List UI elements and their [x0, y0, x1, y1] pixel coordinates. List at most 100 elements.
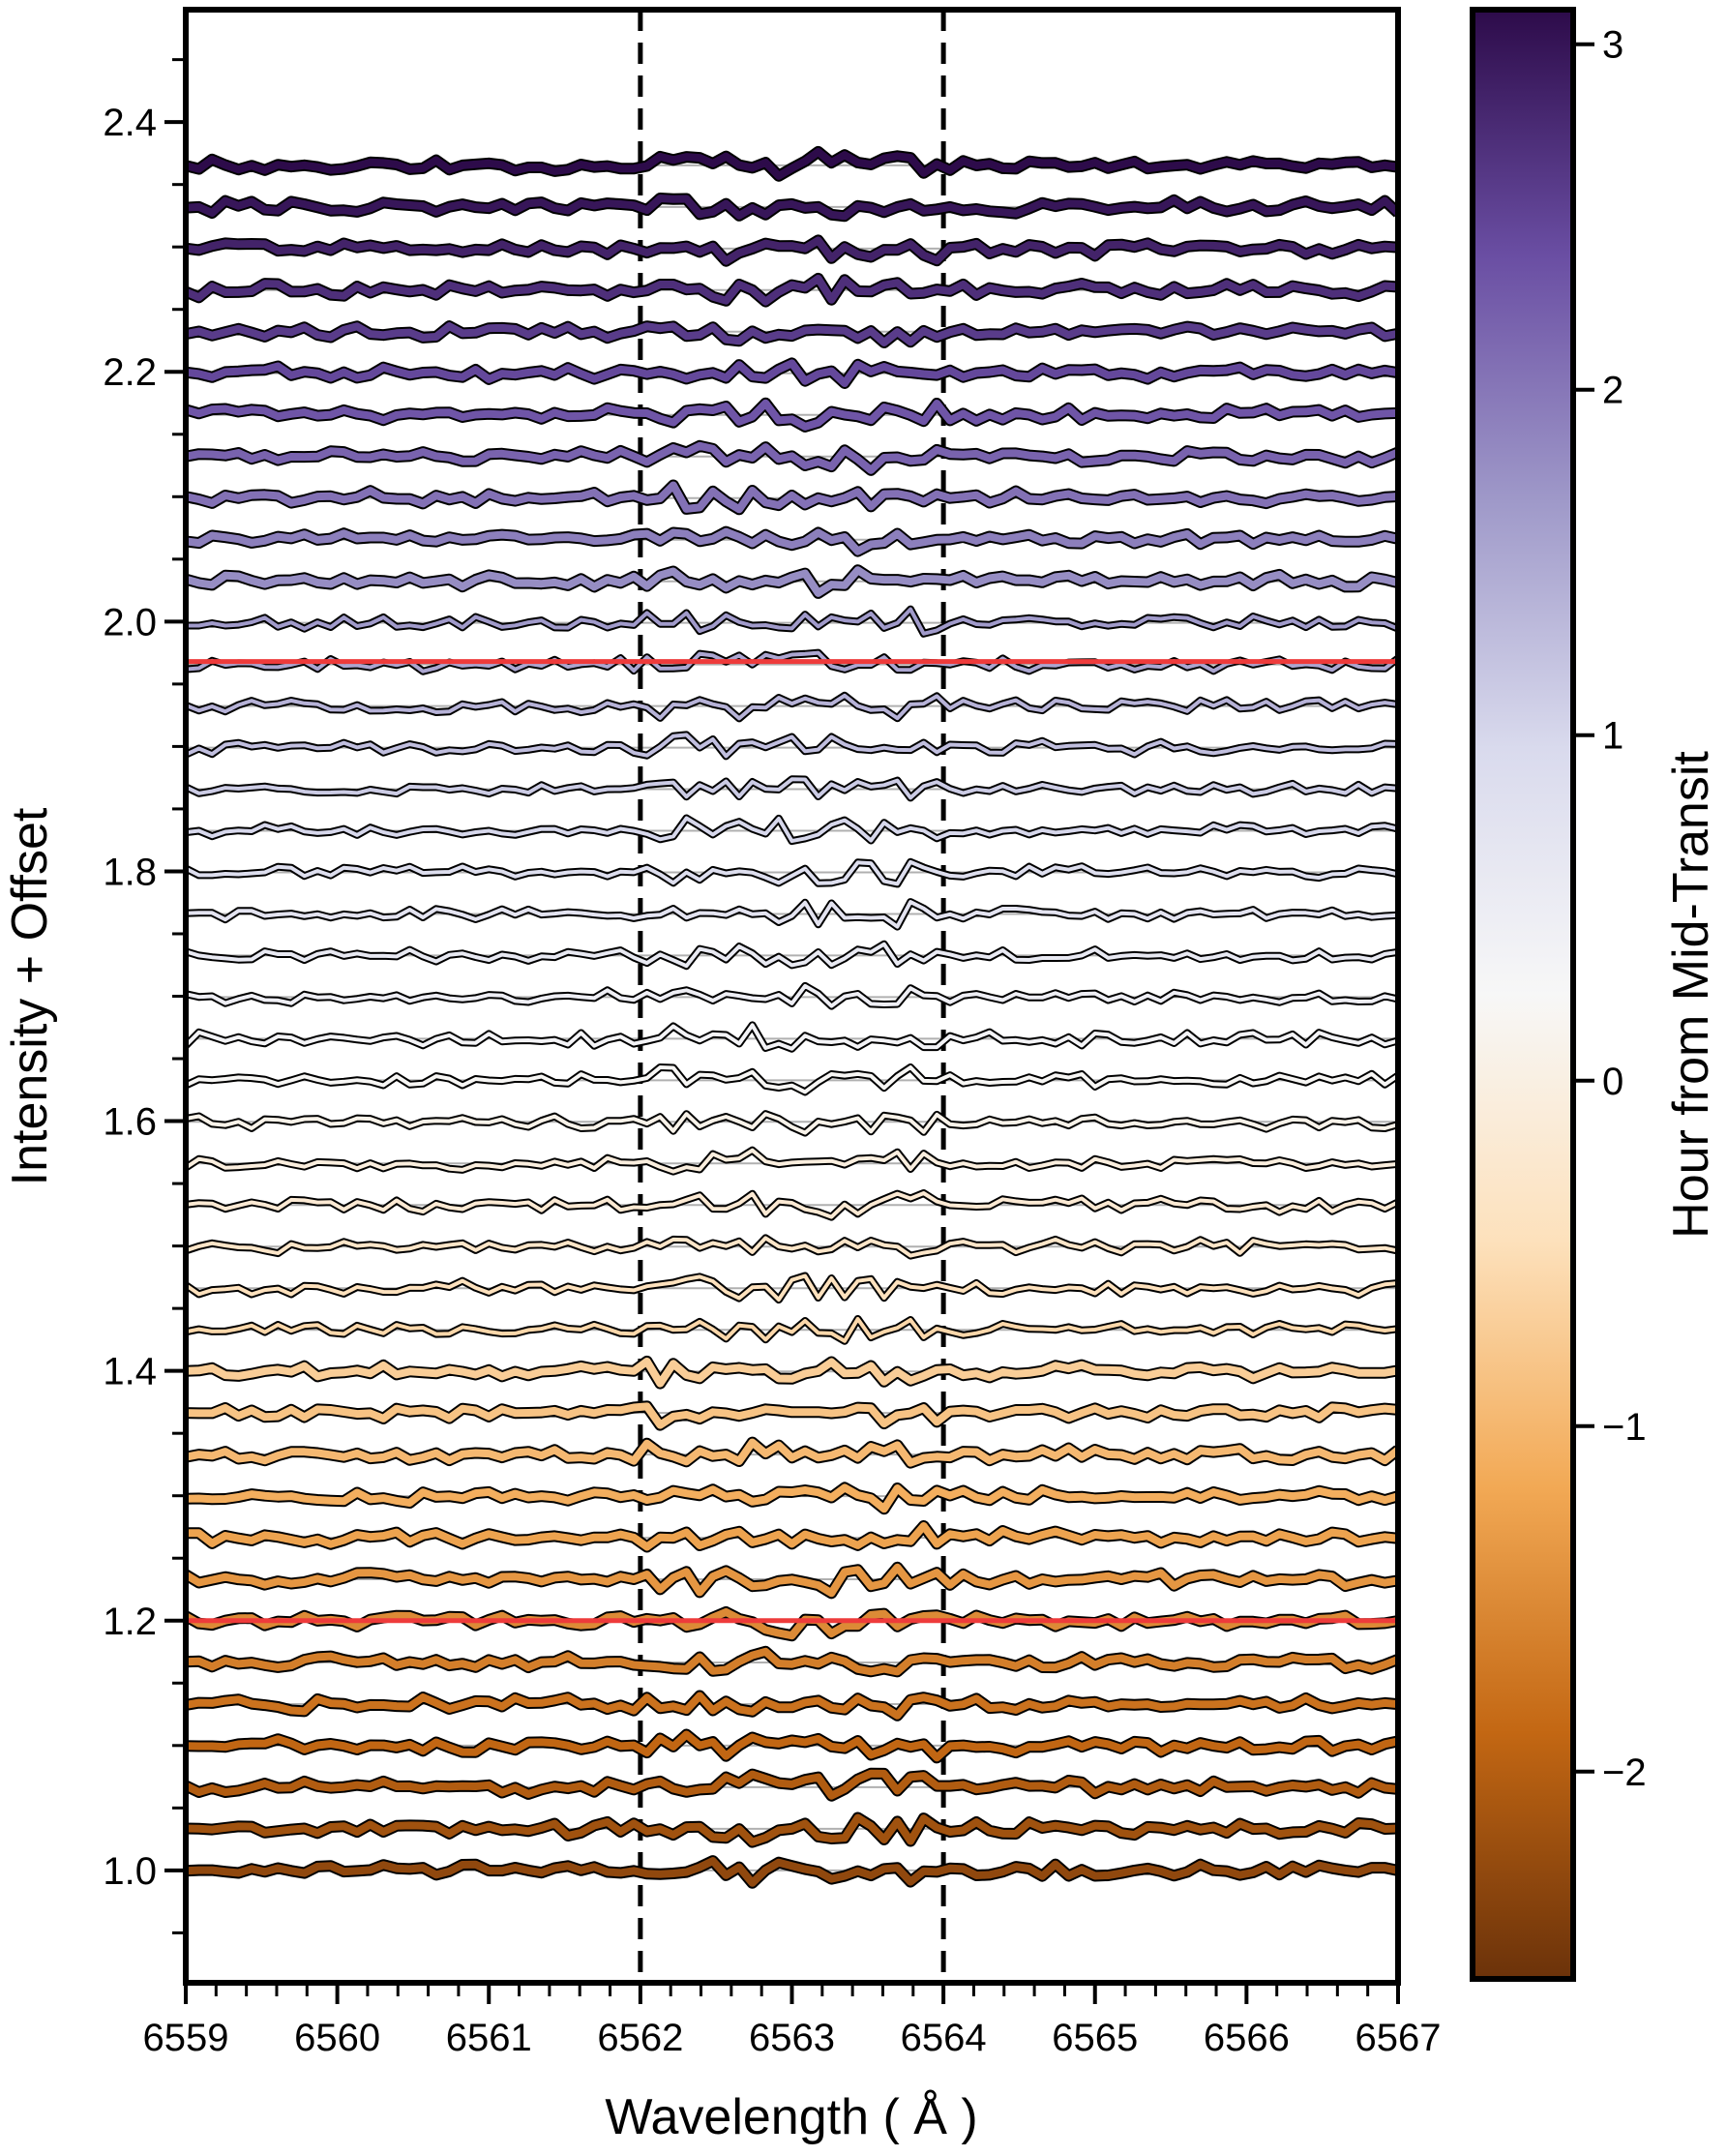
spectrum-series — [186, 1728, 1398, 1764]
colorbar-tick-label: 3 — [1602, 24, 1623, 67]
spectrum-line — [186, 1692, 1398, 1720]
y-tick-label: 1.8 — [103, 851, 157, 893]
spectrum-series — [186, 1063, 1398, 1096]
y-tick-label: 2.4 — [103, 102, 157, 144]
colorbar-tick-label: 0 — [1602, 1061, 1623, 1103]
spectrum-line — [186, 1357, 1398, 1388]
spectrum-series — [186, 1110, 1398, 1137]
spectrum-series — [186, 857, 1398, 888]
spectrum-series — [186, 1315, 1398, 1345]
colorbar-tick-label: 2 — [1602, 370, 1623, 412]
spectrum-line — [186, 1647, 1398, 1676]
spectrum-line — [186, 1730, 1398, 1762]
x-tick-label: 6561 — [446, 2017, 532, 2059]
spectrum-series — [186, 605, 1398, 638]
spectrum-line — [186, 1273, 1398, 1303]
x-tick-label: 6567 — [1355, 2017, 1442, 2059]
spectrum-line — [186, 566, 1398, 597]
spectra-series — [186, 145, 1398, 1889]
spectrum-series — [186, 775, 1398, 802]
x-tick-label: 6564 — [901, 2017, 987, 2059]
spectrum-series — [186, 234, 1398, 267]
spectrum-series — [186, 525, 1398, 557]
spectrum-line — [186, 1065, 1398, 1094]
spectrum-line — [186, 527, 1398, 555]
x-axis-ticks: 6559 6560 6561 6562 6563 6564 6565 6566 6567 — [143, 1983, 1442, 2059]
x-tick-label: 6559 — [143, 2017, 229, 2059]
spectrum-series — [186, 564, 1398, 599]
spectrum-series — [186, 145, 1398, 182]
y-tick-label: 1.0 — [103, 1850, 157, 1893]
y-tick-label: 1.2 — [103, 1601, 157, 1643]
spectrum-series — [186, 272, 1398, 308]
spectrum-line — [186, 607, 1398, 636]
spectrum-line — [186, 274, 1398, 306]
spectrum-line — [186, 1317, 1398, 1343]
spectrum-outline — [186, 1021, 1398, 1053]
spectrum-line — [186, 1112, 1398, 1135]
y-axis-ticks: 1.0 1.2 1.4 1.6 1.8 2.0 2.2 2.4 — [103, 58, 186, 1934]
spectrum-line — [186, 1402, 1398, 1429]
x-tick-label: 6565 — [1052, 2017, 1138, 2059]
spectrum-series — [186, 397, 1398, 433]
colorbar-tick-label: −1 — [1602, 1406, 1647, 1449]
colorbar-tick-label: 1 — [1602, 715, 1623, 758]
spectrum-series — [186, 1355, 1398, 1390]
spectrum-line — [186, 322, 1398, 346]
spectrum-series — [186, 691, 1398, 723]
spectrum-line — [186, 1236, 1398, 1258]
spectrum-outline — [186, 691, 1398, 723]
x-axis-label: Wavelength ( Å ) — [605, 2089, 977, 2145]
spectrum-series — [186, 320, 1398, 348]
spectrum-line — [186, 777, 1398, 800]
y-axis-label: Intensity + Offset — [2, 807, 58, 1185]
spectrum-line — [186, 816, 1398, 844]
spectrum-series — [186, 193, 1398, 223]
spectrum-line — [186, 1438, 1398, 1467]
spectrum-series — [186, 1645, 1398, 1678]
x-tick-label: 6562 — [597, 2017, 683, 2059]
spectrum-series — [186, 1605, 1398, 1642]
spectrum-line — [186, 859, 1398, 886]
y-tick-label: 2.2 — [103, 351, 157, 394]
spectrum-series — [186, 1021, 1398, 1053]
spectrum-line — [186, 399, 1398, 431]
spectrum-series — [186, 1520, 1398, 1553]
spectrum-line — [186, 900, 1398, 929]
y-tick-label: 1.4 — [103, 1351, 157, 1393]
spectrum-series — [186, 1855, 1398, 1889]
spectrum-line — [186, 1813, 1398, 1846]
spectrum-line — [186, 236, 1398, 265]
spectrum-series — [186, 1767, 1398, 1802]
colorbar-label: Hour from Mid-Transit — [1663, 751, 1719, 1239]
spectrum-series — [186, 1690, 1398, 1722]
spectrum-series — [186, 898, 1398, 931]
spectrum-line — [186, 359, 1398, 387]
spectrum-series — [186, 1400, 1398, 1431]
red-reference-lines — [186, 659, 1398, 1624]
spectrum-series — [186, 1189, 1398, 1221]
spectrum-series — [186, 439, 1398, 476]
spectrum-line — [186, 1522, 1398, 1551]
spectrum-series — [186, 1436, 1398, 1469]
spectrum-line — [186, 441, 1398, 474]
spectrum-line — [186, 1023, 1398, 1051]
spectrum-line — [186, 1148, 1398, 1174]
spectrum-series — [186, 1234, 1398, 1260]
colorbar-ticks: −2 −1 0 1 2 3 — [1573, 24, 1647, 1794]
spectrum-series — [186, 814, 1398, 846]
spectrum-line — [186, 733, 1398, 759]
spectrum-series — [186, 357, 1398, 389]
spectrum-series — [186, 981, 1398, 1010]
x-tick-label: 6566 — [1204, 2017, 1290, 2059]
spectrum-series — [186, 1482, 1398, 1515]
colorbar-tick-label: −2 — [1602, 1752, 1647, 1794]
spectrum-line — [186, 693, 1398, 721]
x-tick-label: 6560 — [294, 2017, 380, 2059]
spectrum-series — [186, 479, 1398, 516]
spectrum-series — [186, 1146, 1398, 1176]
spectrum-line — [186, 195, 1398, 221]
spectrum-series — [186, 731, 1398, 761]
spectrum-series — [186, 1561, 1398, 1600]
